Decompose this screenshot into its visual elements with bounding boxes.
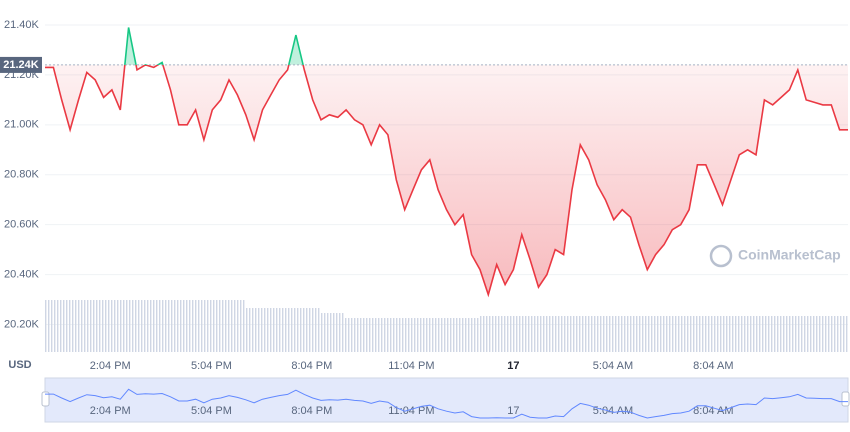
x-tick-label: 5:04 AM <box>593 360 633 372</box>
y-tick-label: 21.00K <box>4 119 40 131</box>
navigator-handle[interactable] <box>41 391 50 407</box>
reference-label: 21.24K <box>3 59 39 71</box>
area-below <box>45 64 848 295</box>
watermark: CoinMarketCap <box>709 244 841 268</box>
navigator-tick-label: 5:04 PM <box>191 405 232 417</box>
x-tick-label: 5:04 PM <box>191 360 232 372</box>
navigator-handle[interactable] <box>841 391 850 407</box>
navigator-tick-label: 17 <box>507 405 519 417</box>
x-tick-label: 8:04 AM <box>693 360 733 372</box>
x-tick-label: 11:04 PM <box>388 360 434 372</box>
navigator-tick-label: 5:04 AM <box>593 405 633 417</box>
watermark-text: CoinMarketCap <box>738 247 841 263</box>
navigator-tick-label: 2:04 PM <box>90 405 131 417</box>
y-tick-label: 20.40K <box>4 269 40 281</box>
price-line <box>45 64 848 298</box>
reference-badge <box>0 56 42 73</box>
y-tick-label: 21.40K <box>4 19 40 31</box>
navigator-line <box>45 388 848 419</box>
x-tick-label: 17 <box>507 360 519 372</box>
x-tick-label: 2:04 PM <box>90 360 131 372</box>
currency-label: USD <box>8 359 31 371</box>
navigator-tick-label: 8:04 AM <box>693 405 733 417</box>
y-tick-label: 20.80K <box>4 169 40 181</box>
x-tick-label: 8:04 PM <box>291 360 332 372</box>
navigator-tick-label: 8:04 PM <box>291 405 332 417</box>
volume-band <box>45 300 848 352</box>
y-tick-label: 20.60K <box>4 219 40 231</box>
y-tick-label: 20.20K <box>4 318 40 330</box>
navigator-tick-label: 11:04 PM <box>388 405 434 417</box>
